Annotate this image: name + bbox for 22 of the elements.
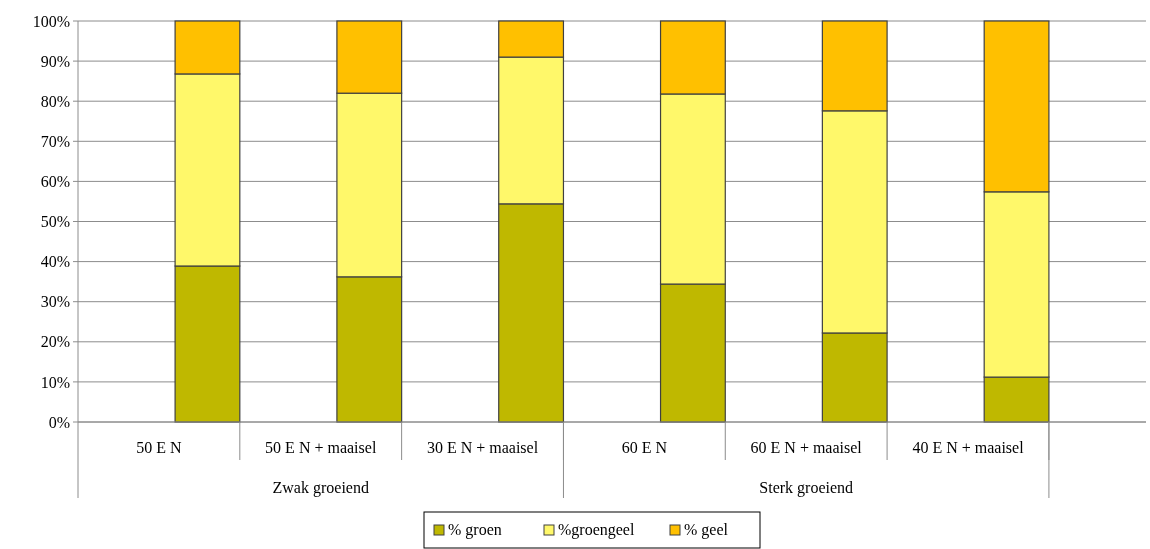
text: Sterk groeiend	[759, 479, 854, 497]
y-tick-label: 70%	[40, 132, 70, 150]
legend-label: % geel	[684, 521, 729, 539]
x-tick-label: 40 E N + maaisel	[912, 439, 1025, 456]
y-tick-label: 90%	[40, 52, 70, 70]
x-tick-label: 60 E N + maaisel	[750, 439, 863, 456]
x-tick-label: 60 E N	[621, 439, 668, 456]
y-tick-label: 20%	[40, 333, 70, 351]
text: Zwak groeiend	[272, 479, 369, 497]
y-tick-label: 30%	[40, 293, 70, 311]
x-tick-label: 30 E N + maaisel	[426, 439, 539, 456]
y-tick-label: 0%	[48, 413, 70, 431]
x-tick-label: 50 E N	[136, 439, 183, 456]
y-tick-label: 10%	[40, 373, 70, 391]
legend-label: % groen	[448, 521, 502, 539]
y-tick-label: 80%	[40, 92, 70, 110]
x-tick-label: 50 E N + maaisel	[265, 439, 377, 456]
y-tick-label: 40%	[40, 253, 70, 271]
y-tick-label: 50%	[40, 213, 70, 231]
legend-label: %groengeel	[558, 521, 635, 539]
y-tick-label: 60%	[40, 173, 70, 190]
y-tick-label: 100%	[32, 12, 70, 30]
